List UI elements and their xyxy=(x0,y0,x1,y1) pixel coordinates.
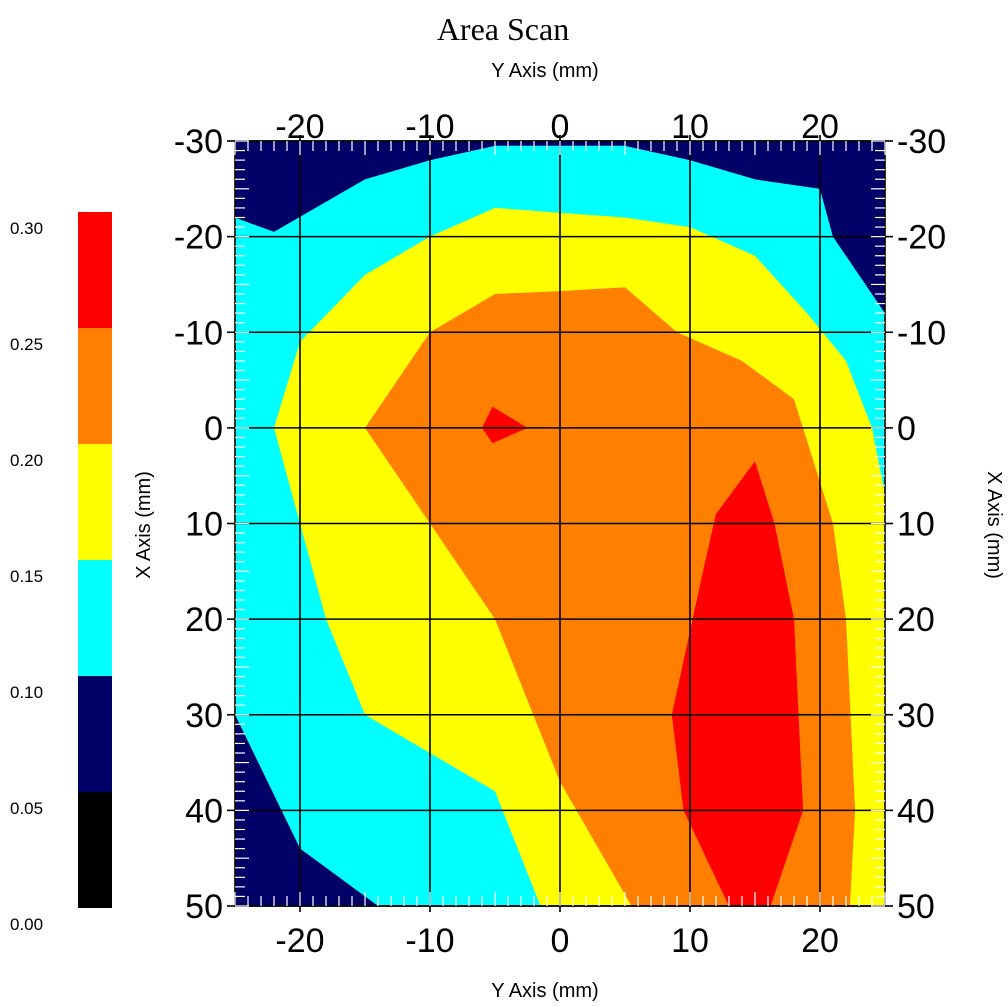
y-tick-label-right: 0 xyxy=(897,410,916,448)
y-tick-label-left: -10 xyxy=(174,314,223,352)
colorbar: 0.00 0.05 0.10 0.15 0.20 0.25 0.30 xyxy=(10,212,112,934)
y-tick-label-left: 10 xyxy=(185,506,223,544)
contour-region xyxy=(671,461,804,906)
y-tick-label-left: 20 xyxy=(185,601,223,639)
colorbar-band xyxy=(78,328,112,444)
y-tick-label-right: -10 xyxy=(897,314,946,352)
colorbar-band xyxy=(78,212,112,328)
colorbar-tick-label: 0.25 xyxy=(10,335,43,354)
colorbar-band xyxy=(78,560,112,676)
y-tick-label-right: 20 xyxy=(897,601,935,639)
y-tick-label-right: -30 xyxy=(897,123,946,161)
x-tick-label-bottom: -10 xyxy=(405,922,454,960)
x-tick-label-bottom: 20 xyxy=(801,922,839,960)
x-axis-label-bottom: Y Axis (mm) xyxy=(491,980,598,1002)
colorbar-tick-label: 0.30 xyxy=(10,219,43,238)
x-tick-label-bottom: -20 xyxy=(275,922,324,960)
colorbar-tick-label: 0.20 xyxy=(10,451,43,470)
x-tick-label-top: 10 xyxy=(671,108,709,146)
y-tick-label-left: 40 xyxy=(185,792,223,830)
colorbar-band xyxy=(78,792,112,908)
x-tick-label-top: -20 xyxy=(275,108,324,146)
x-tick-label-top: 0 xyxy=(551,108,570,146)
colorbar-tick-label: 0.10 xyxy=(10,683,43,702)
y-axis-label-left: X Axis (mm) xyxy=(133,471,155,579)
y-tick-label-right: 10 xyxy=(897,506,935,544)
axes: -20 -20 -10 -10 0 0 10 10 20 20 -30 -30 -20 -20 -10 -10… xyxy=(174,108,946,960)
y-tick-label-left: -20 xyxy=(174,219,223,257)
colorbar-band xyxy=(78,676,112,792)
x-tick-label-top: -10 xyxy=(405,108,454,146)
colorbar-tick-label: 0.15 xyxy=(10,567,43,586)
y-tick-label-right: 50 xyxy=(897,888,935,926)
contour-region xyxy=(482,406,528,444)
x-tick-label-bottom: 10 xyxy=(671,922,709,960)
x-tick-label-top: 20 xyxy=(801,108,839,146)
colorbar-tick-label: 0.05 xyxy=(10,799,43,818)
y-tick-label-right: 40 xyxy=(897,792,935,830)
x-tick-label-bottom: 0 xyxy=(551,922,570,960)
colorbar-tick-label: 0.00 xyxy=(10,915,43,934)
contour-region xyxy=(235,714,378,906)
x-axis-label-top: Y Axis (mm) xyxy=(491,60,598,82)
colorbar-band xyxy=(78,444,112,560)
y-tick-label-right: -20 xyxy=(897,219,946,257)
y-tick-label-right: 30 xyxy=(897,697,935,735)
y-tick-label-left: 0 xyxy=(204,410,223,448)
y-axis-label-right: X Axis (mm) xyxy=(983,471,1005,579)
y-tick-label-left: 30 xyxy=(185,697,223,735)
chart-title: Area Scan xyxy=(437,11,569,47)
y-tick-label-left: 50 xyxy=(185,888,223,926)
y-tick-label-left: -30 xyxy=(174,123,223,161)
